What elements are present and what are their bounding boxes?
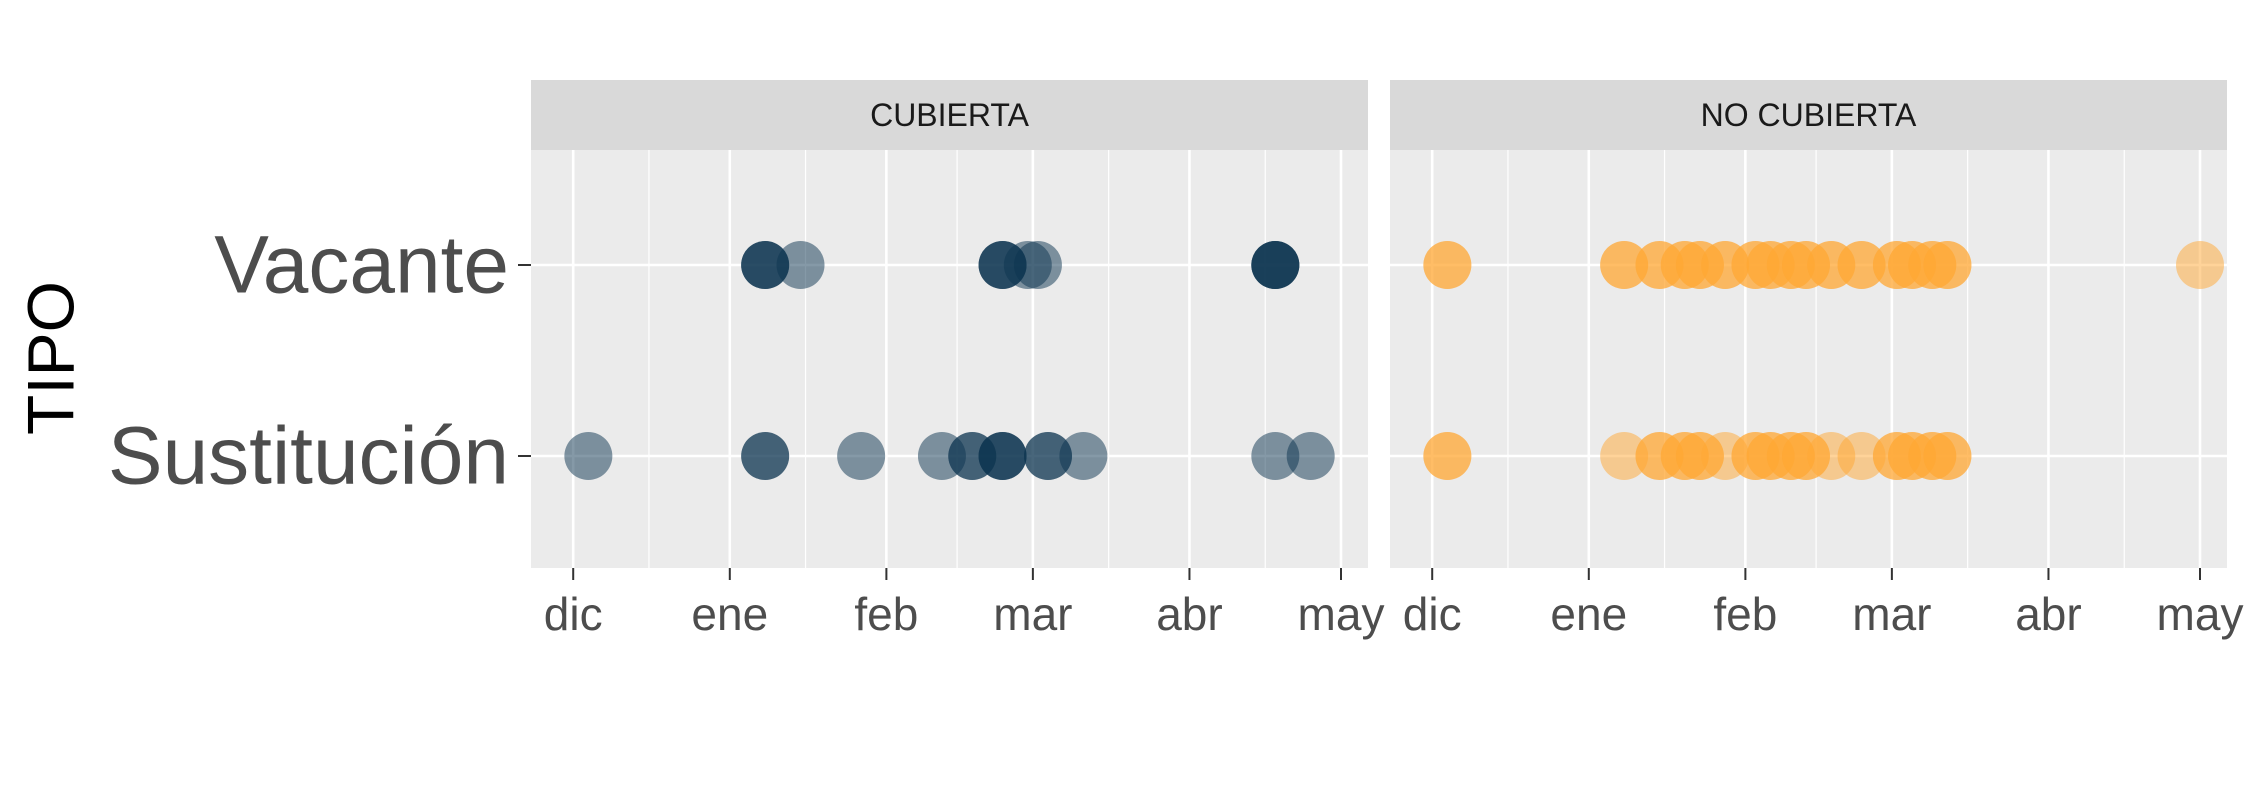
data-point bbox=[2176, 241, 2224, 289]
data-point bbox=[1286, 432, 1335, 480]
data-point bbox=[1923, 241, 1972, 289]
data-point bbox=[1923, 432, 1972, 480]
data-point bbox=[1423, 432, 1472, 480]
x-tick-label: may bbox=[2157, 588, 2244, 640]
data-point bbox=[837, 432, 886, 480]
data-point bbox=[1600, 432, 1649, 480]
data-point bbox=[564, 432, 613, 480]
x-tick-label: abr bbox=[1156, 588, 1222, 640]
panel-background bbox=[1390, 150, 2227, 568]
data-point bbox=[1837, 241, 1886, 289]
data-point bbox=[1837, 432, 1886, 480]
x-tick-label: ene bbox=[691, 588, 768, 640]
x-tick-label: feb bbox=[1713, 588, 1777, 640]
facet-panel: CUBIERTA dic ene feb mar abr may bbox=[531, 80, 1384, 640]
facet-strip bbox=[1390, 80, 2227, 150]
facet-panels: CUBIERTA dic ene feb mar abr may NO CUBIERTA dic… bbox=[531, 80, 2243, 640]
data-point bbox=[1059, 432, 1108, 480]
data-point bbox=[1423, 241, 1472, 289]
facet-strip bbox=[531, 80, 1368, 150]
x-tick-label: may bbox=[1298, 588, 1385, 640]
x-tick-label: feb bbox=[854, 588, 918, 640]
data-point bbox=[1251, 241, 1300, 289]
data-point bbox=[978, 432, 1027, 480]
data-point bbox=[1600, 241, 1649, 289]
data-point bbox=[776, 241, 825, 289]
facet-panel: NO CUBIERTA dic ene feb mar abr may bbox=[1390, 80, 2243, 640]
y-tick-label: Sustitución bbox=[108, 411, 509, 502]
x-tick-label: mar bbox=[1852, 588, 1931, 640]
x-tick-label: abr bbox=[2015, 588, 2081, 640]
x-tick-label: mar bbox=[993, 588, 1072, 640]
data-point bbox=[741, 241, 790, 289]
x-tick-label: dic bbox=[1403, 588, 1462, 640]
facet-strip-label: CUBIERTA bbox=[870, 97, 1030, 133]
y-tick-label: Vacante bbox=[214, 220, 509, 311]
data-point bbox=[741, 432, 790, 480]
data-point bbox=[1024, 432, 1073, 480]
x-tick-label: dic bbox=[544, 588, 603, 640]
data-point bbox=[1251, 432, 1300, 480]
x-tick-label: ene bbox=[1550, 588, 1627, 640]
y-axis-title: TIPO bbox=[13, 281, 87, 435]
facet-strip-label: NO CUBIERTA bbox=[1701, 97, 1917, 133]
data-point bbox=[1013, 241, 1062, 289]
panel-background bbox=[531, 150, 1368, 568]
